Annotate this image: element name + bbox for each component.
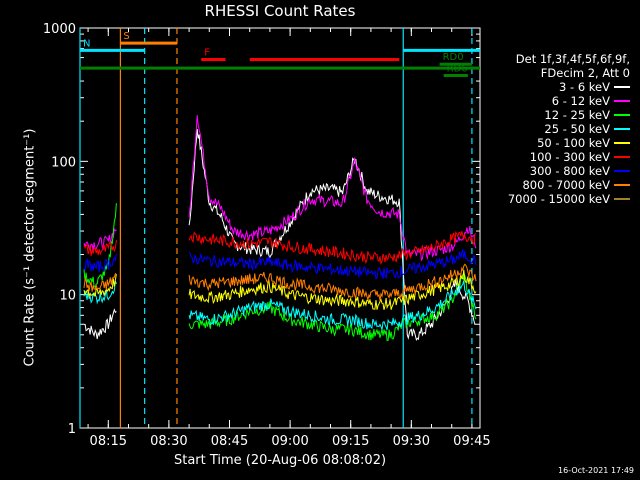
legend-swatch [614, 128, 630, 130]
x-tick-label: 09:00 [271, 434, 308, 449]
legend-entry-label: 800 - 7000 keV [522, 178, 610, 192]
y-tick-label: 1000 [43, 22, 76, 37]
legend-entry-label: 12 - 25 keV [544, 108, 610, 122]
legend-entry-label: 50 - 100 keV [537, 136, 610, 150]
legend-entry: 12 - 25 keV [478, 108, 638, 122]
x-axis-label: Start Time (20-Aug-06 08:08:02) [173, 453, 387, 468]
footer-timestamp: 16-Oct-2021 17:49 [558, 466, 634, 475]
legend-entry-label: 6 - 12 keV [551, 94, 610, 108]
x-tick-label: 08:30 [150, 434, 187, 449]
legend-entry: 6 - 12 keV [478, 94, 638, 108]
legend-entry: 7000 - 15000 keV [478, 192, 638, 206]
series-line [84, 129, 477, 342]
y-axis-label: Count Rate (s⁻¹ detector segment⁻¹) [22, 128, 38, 367]
x-tick-label: 09:30 [393, 434, 430, 449]
flag-label: S [123, 31, 129, 42]
x-tick-label: 08:45 [211, 434, 248, 449]
legend-swatch [614, 142, 630, 144]
series-line [83, 203, 477, 341]
y-tick-label: 10 [59, 289, 76, 304]
flag-label: N [83, 38, 90, 49]
x-tick-label: 09:15 [332, 434, 369, 449]
legend-entry: 300 - 800 keV [478, 164, 638, 178]
flag-label: F [204, 48, 210, 59]
y-tick-label: 100 [51, 155, 76, 170]
legend-header-detectors: Det 1f,3f,4f,5f,6f,9f, [515, 52, 630, 66]
legend-entry: 50 - 100 keV [478, 136, 638, 150]
legend-swatch [614, 156, 630, 158]
legend-swatch [614, 198, 630, 200]
series-line [83, 230, 477, 266]
legend-header-decimation: FDecim 2, Att 0 [540, 66, 630, 80]
legend-entry-label: 7000 - 15000 keV [507, 192, 610, 206]
x-tick-label: 09:45 [453, 434, 490, 449]
series-line [83, 249, 477, 280]
legend-entry-label: 100 - 300 keV [529, 150, 610, 164]
legend-entry: 25 - 50 keV [478, 122, 638, 136]
legend-swatch [614, 170, 630, 172]
x-tick-label: 08:15 [90, 434, 127, 449]
legend-entry: 800 - 7000 keV [478, 178, 638, 192]
legend-swatch [614, 86, 630, 88]
legend-swatch [614, 100, 630, 102]
legend-entry: 3 - 6 keV [478, 80, 638, 94]
chart-title: RHESSI Count Rates [204, 2, 356, 20]
legend-swatch [614, 184, 630, 186]
legend-entry-label: 300 - 800 keV [529, 164, 610, 178]
series-line [83, 269, 477, 310]
legend: Det 1f,3f,4f,5f,6f,9f, FDecim 2, Att 0 3… [478, 52, 638, 206]
series-line [83, 280, 477, 331]
flag-label: RD0 [443, 52, 464, 63]
legend-entry-label: 3 - 6 keV [559, 80, 610, 94]
legend-entry: 100 - 300 keV [478, 150, 638, 164]
flag-label: RD6 [447, 64, 468, 75]
series-line [83, 263, 477, 301]
legend-swatch [614, 114, 630, 116]
y-tick-label: 1 [68, 422, 76, 437]
legend-entry-label: 25 - 50 keV [544, 122, 610, 136]
